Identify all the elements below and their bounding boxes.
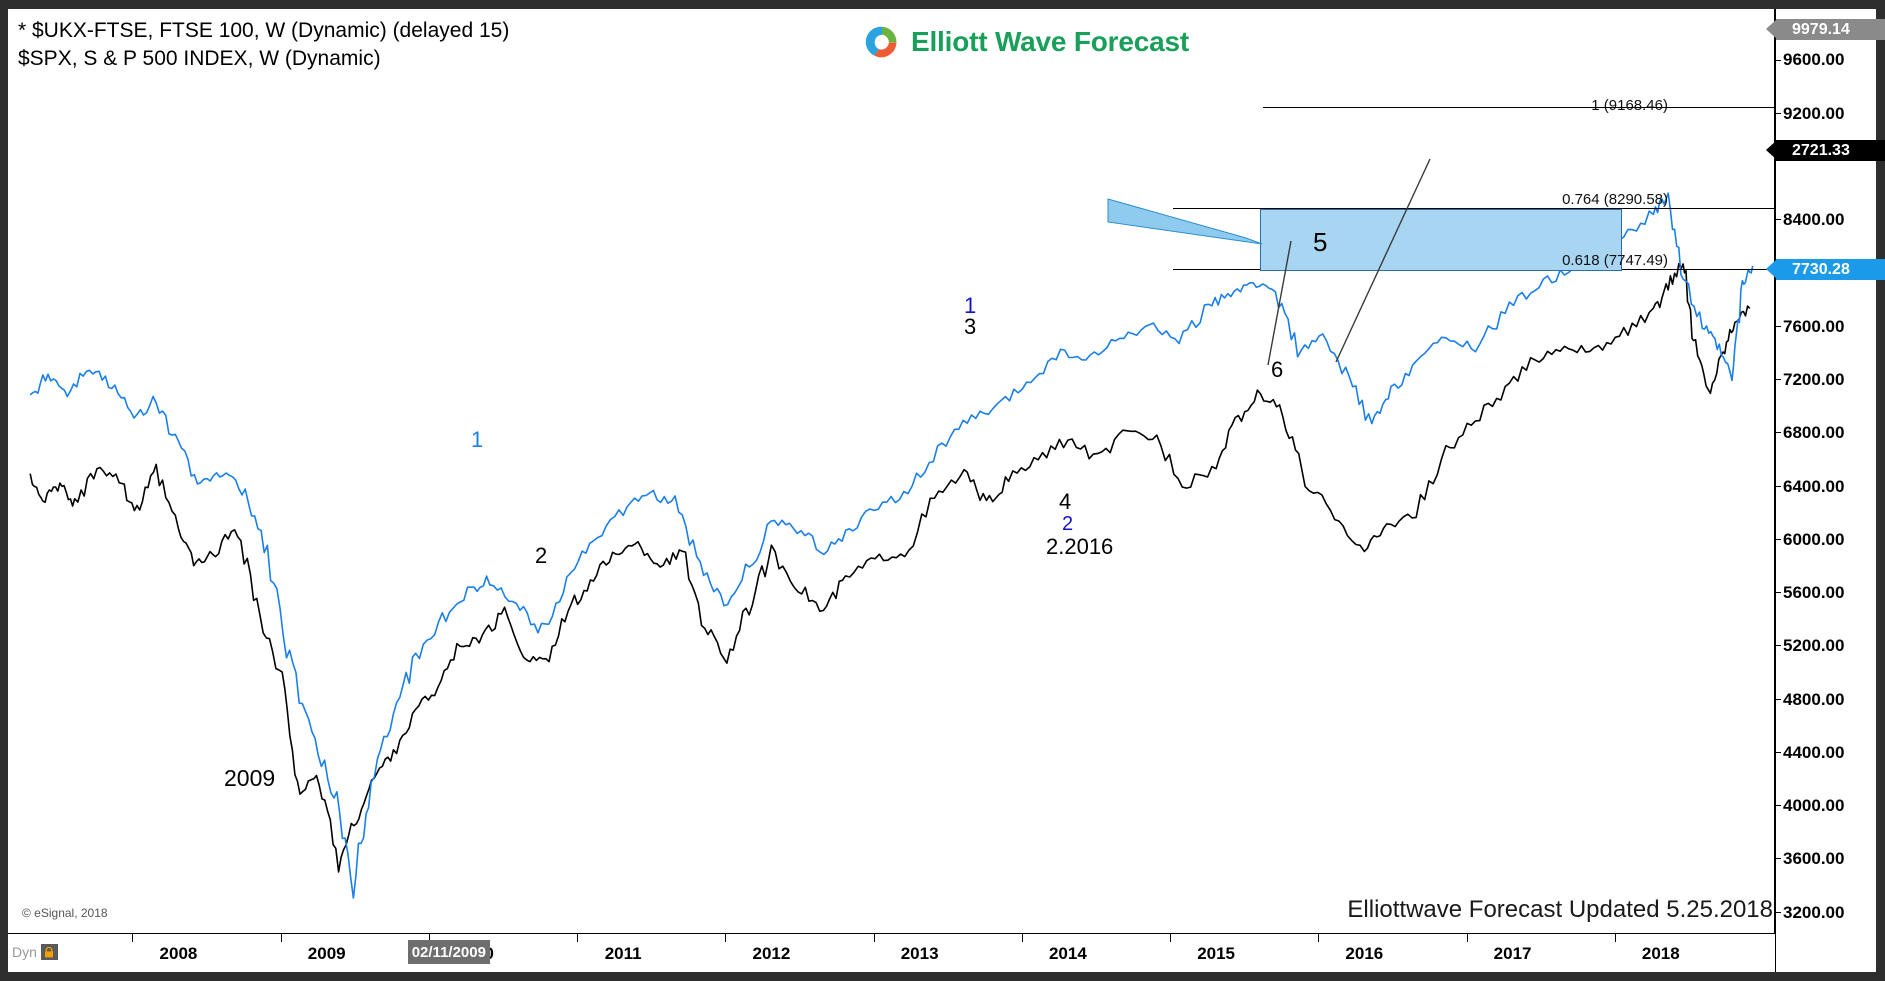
wave-label-left-2: 2 (535, 543, 548, 568)
time-tick-separator (280, 934, 282, 942)
price-tick: 6400.00 (1776, 477, 1844, 497)
window-frame-top (0, 0, 1885, 9)
price-marker-spx-last: 2721.33 (1766, 140, 1885, 161)
wave-label-4: 4 (1059, 489, 1072, 514)
time-tick-separator (428, 934, 430, 942)
time-tick: 2012 (752, 944, 791, 963)
channel-trendline (1335, 158, 1431, 363)
price-tick: 3200.00 (1776, 903, 1844, 923)
price-marker-high: 9979.14 (1766, 19, 1885, 40)
price-tick: 4400.00 (1776, 743, 1844, 763)
chart-plot-area[interactable]: * $UKX-FTSE, FTSE 100, W (Dynamic) (dela… (8, 9, 1775, 972)
price-tick: 9200.00 (1776, 104, 1844, 124)
spx-price-line (29, 192, 1754, 899)
fib-label-1: 1 (9168.46) (1591, 97, 1668, 114)
fib-line-0764 (1173, 208, 1775, 209)
wave6-trendline (1267, 240, 1292, 366)
fib-target-zone (1260, 209, 1622, 271)
price-series-canvas (29, 192, 1754, 899)
time-tick: 2013 (900, 944, 939, 963)
fib-label-0764: 0.764 (8290.58) (1562, 191, 1668, 208)
time-tick-separator (132, 934, 134, 942)
time-tick-separator (1021, 934, 1023, 942)
time-tick-separator (725, 934, 727, 942)
symbol-line-ukx: * $UKX-FTSE, FTSE 100, W (Dynamic) (dela… (18, 19, 510, 42)
crosshair-date-tooltip: 02/11/2009 (407, 940, 490, 964)
time-tick: 2014 (1048, 944, 1087, 963)
wave-label-6: 6 (1271, 357, 1284, 382)
price-tick: 6800.00 (1776, 423, 1844, 443)
price-tick: 3600.00 (1776, 849, 1844, 869)
price-tick: 8400.00 (1776, 210, 1844, 230)
time-tick-separator (577, 934, 579, 942)
wave-label-blue-1: 1 (964, 293, 977, 318)
time-tick: 2017 (1493, 944, 1532, 963)
wave-label-2-2016: 2.2016 (1046, 534, 1114, 559)
price-tick: 4800.00 (1776, 690, 1844, 710)
price-tick: 6000.00 (1776, 530, 1844, 550)
fib-label-0618: 0.618 (7747.49) (1562, 252, 1668, 269)
price-axis-separator (1774, 9, 1775, 972)
time-tick-separator (873, 934, 875, 942)
wave-label-2009: 2009 (224, 765, 276, 791)
brand-name: Elliott Wave Forecast (911, 26, 1189, 57)
price-tick: 9600.00 (1776, 50, 1844, 70)
window-frame-left (0, 0, 8, 981)
window-frame-bottom (0, 972, 1885, 981)
price-tick: 7200.00 (1776, 370, 1844, 390)
time-axis[interactable]: Dyn 200820092010201120122013201420152016… (8, 933, 1775, 972)
swirl-logo-icon (863, 23, 901, 61)
price-marker-ftse-last: 7730.28 (1766, 259, 1885, 280)
time-tick: 2018 (1641, 944, 1680, 963)
price-tick: 7600.00 (1776, 317, 1844, 337)
chart-title-block: * $UKX-FTSE, FTSE 100, W (Dynamic) (dela… (18, 17, 509, 72)
time-tick: 2016 (1345, 944, 1384, 963)
esignal-copyright: © eSignal, 2018 (22, 906, 108, 920)
time-tick-separator (1170, 934, 1172, 942)
lock-icon[interactable] (40, 944, 58, 960)
trendline-wedge (1107, 198, 1263, 245)
time-tick-separator (1614, 934, 1616, 942)
brand-logo: Elliott Wave Forecast (863, 23, 1189, 61)
time-tick-separator (1318, 934, 1320, 942)
price-tick: 5200.00 (1776, 636, 1844, 656)
wave-label-left-1: 1 (471, 427, 484, 452)
window-frame-right (1875, 0, 1885, 981)
price-tick: 5600.00 (1776, 583, 1844, 603)
dyn-label: Dyn (12, 944, 37, 960)
time-tick: 2015 (1197, 944, 1236, 963)
time-tick: 2011 (604, 944, 642, 963)
price-tick: 4000.00 (1776, 796, 1844, 816)
symbol-line-spx: $SPX, S & P 500 INDEX, W (Dynamic) (18, 46, 381, 70)
wave-label-5: 5 (1313, 227, 1328, 257)
time-tick: 2009 (307, 944, 346, 963)
dyn-indicator[interactable]: Dyn (12, 944, 58, 960)
update-watermark: Elliottwave Forecast Updated 5.25.2018 (1347, 896, 1773, 923)
time-tick: 2008 (159, 944, 198, 963)
ftse-price-line (29, 263, 1751, 873)
wave-label-blue-2: 2 (1062, 513, 1074, 535)
wave-label-3: 3 (964, 314, 977, 339)
price-axis[interactable]: 9600.009200.008400.008000.007600.007200.… (1766, 9, 1885, 972)
time-tick-separator (1466, 934, 1468, 942)
fib-line-1 (1263, 107, 1775, 108)
